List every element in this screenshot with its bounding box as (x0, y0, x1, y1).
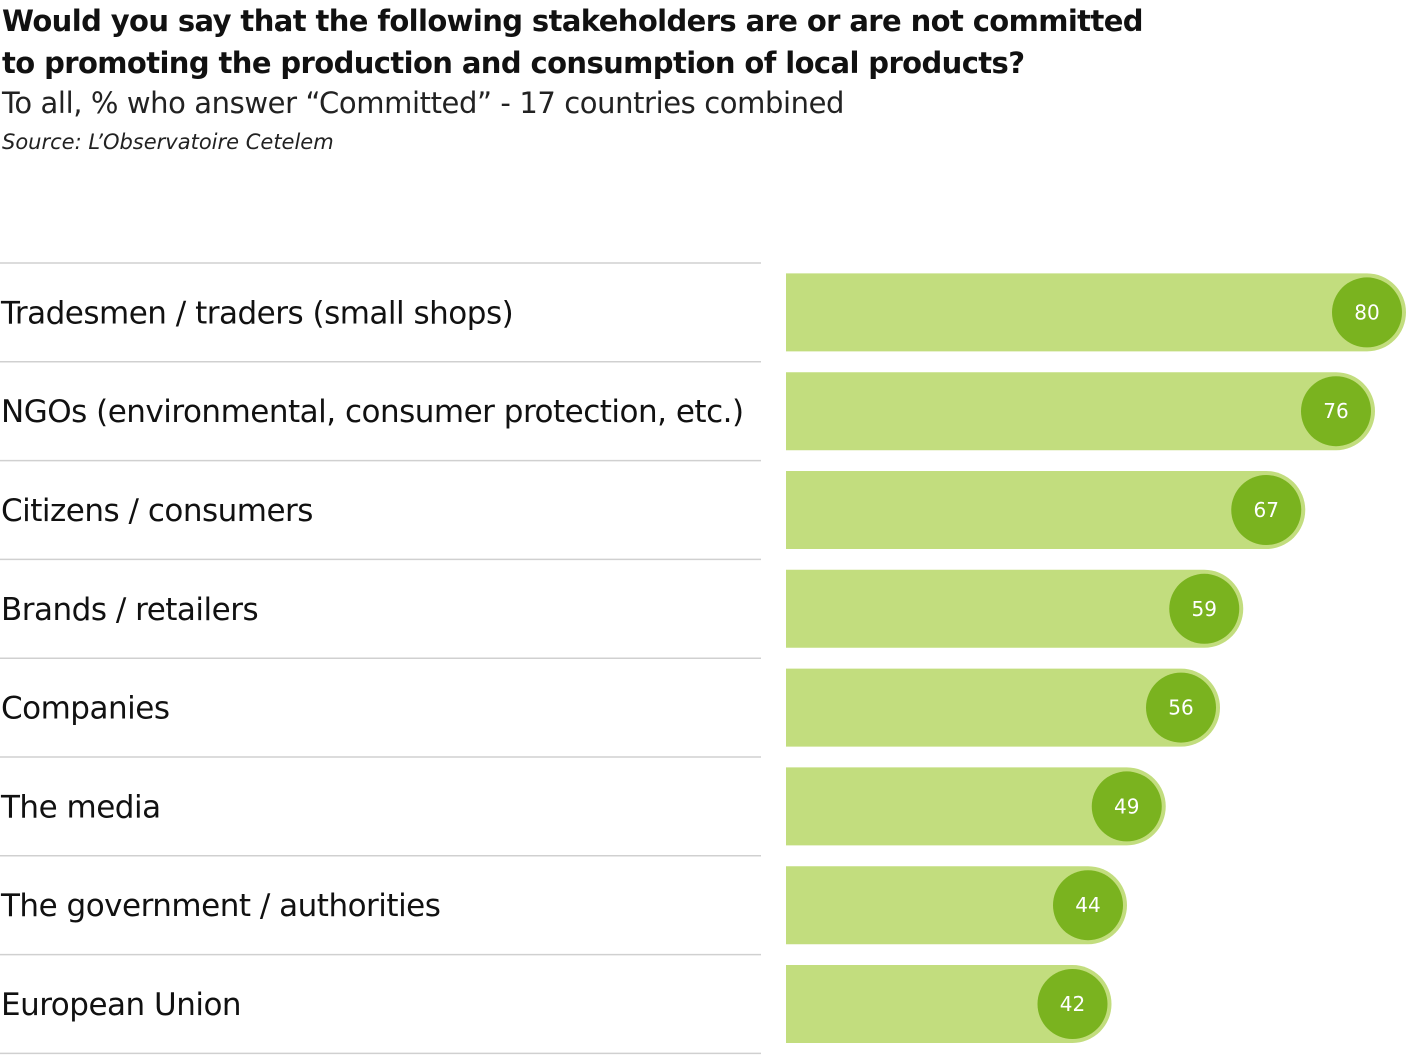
value-label: 56 (1168, 696, 1193, 720)
category-label: Tradesmen / traders (small shops) (0, 295, 513, 331)
value-badge (1053, 870, 1123, 941)
category-label: The media (0, 789, 161, 825)
value-badge (1169, 573, 1240, 644)
value-badge (1091, 771, 1162, 842)
bar (786, 965, 1112, 1043)
value-label: 59 (1192, 597, 1217, 621)
bar (786, 569, 1244, 648)
category-label: Companies (1, 691, 169, 727)
value-label: 49 (1114, 794, 1139, 818)
bar (786, 767, 1166, 846)
category-label: NGOs (environmental, consumer protection… (1, 394, 744, 430)
bar (786, 273, 1406, 352)
chart-title: Would you say that the following stakeho… (2, 0, 1202, 84)
value-badge (1301, 376, 1371, 447)
value-badge (1037, 969, 1108, 1039)
bar (786, 372, 1376, 451)
value-label: 80 (1354, 300, 1379, 324)
bar (786, 471, 1306, 549)
value-label: 44 (1075, 893, 1100, 917)
bar (786, 866, 1127, 945)
category-label: Brands / retailers (1, 592, 258, 628)
category-label: Citizens / consumers (1, 493, 313, 529)
category-label: European Union (1, 987, 241, 1023)
value-badge (1231, 475, 1302, 545)
category-label: The government / authorities (0, 888, 440, 924)
value-badge (1146, 672, 1216, 743)
bar (786, 668, 1220, 747)
value-badge (1332, 277, 1402, 348)
chart-source: Source: L’Observatoire Cetelem (2, 130, 334, 154)
chart-title-line-1: Would you say that the following stakeho… (2, 4, 1144, 38)
value-label: 67 (1254, 498, 1279, 522)
chart-title-line-2: to promoting the production and consumpt… (2, 46, 1025, 80)
value-label: 76 (1323, 399, 1348, 423)
value-label: 42 (1060, 992, 1085, 1016)
chart-subtitle: To all, % who answer “Committed” - 17 co… (2, 86, 845, 120)
